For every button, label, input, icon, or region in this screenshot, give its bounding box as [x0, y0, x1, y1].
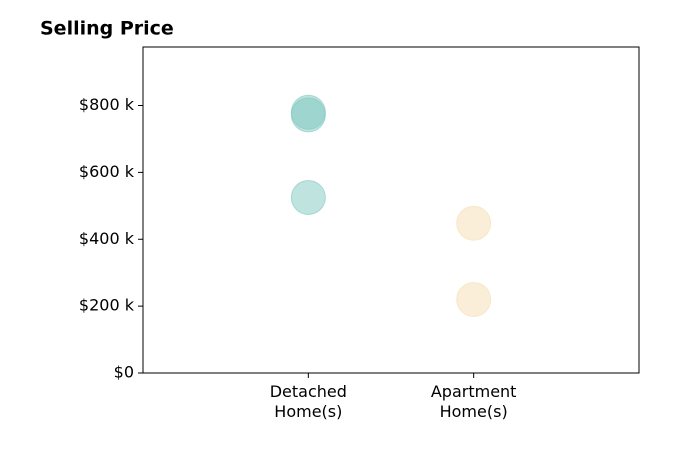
point: [290, 179, 326, 215]
point: [456, 205, 492, 241]
point: [456, 281, 492, 317]
y-tick-label: $800 k: [79, 95, 135, 114]
x-tick-label: Detached Home(s): [269, 382, 347, 421]
point: [290, 97, 326, 133]
plot-frame: [142, 46, 640, 374]
chart-title: Selling Price: [40, 18, 174, 40]
y-tick-label: $0: [114, 363, 134, 382]
x-tick-label: Apartment Home(s): [430, 382, 517, 421]
y-tick-label: $200 k: [79, 296, 135, 315]
y-tick-label: $400 k: [79, 229, 135, 248]
y-tick-label: $600 k: [79, 162, 135, 181]
